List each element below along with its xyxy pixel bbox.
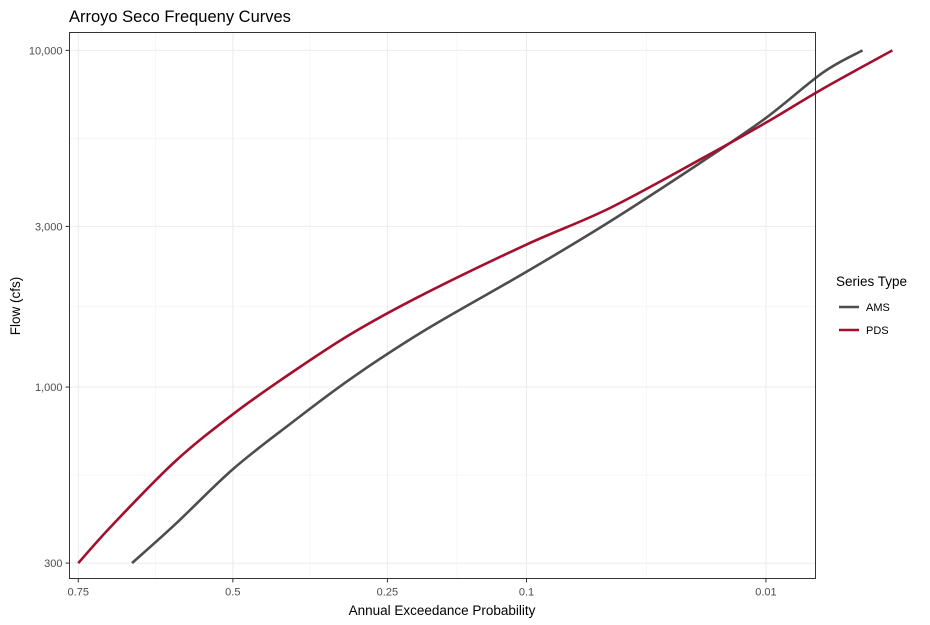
legend-title: Series Type	[836, 274, 907, 289]
y-axis-title: Flow (cfs)	[8, 277, 23, 336]
legend-label-pds: PDS	[866, 325, 889, 337]
x-tick-label: 0.1	[519, 587, 534, 599]
plot-panel	[69, 32, 816, 579]
y-tick-label: 10,000	[29, 45, 63, 57]
grid	[69, 32, 816, 579]
x-axis-title: Annual Exceedance Probability	[349, 603, 536, 618]
series-line-pds	[77, 49, 893, 564]
x-tick-label: 0.25	[377, 587, 398, 599]
legend: Series Type AMS PDS	[836, 274, 907, 337]
x-tick-label: 0.5	[225, 587, 240, 599]
legend-label-ams: AMS	[866, 302, 890, 314]
series-lines	[77, 49, 893, 565]
x-tick-label: 0.01	[755, 587, 776, 599]
chart-title: Arroyo Seco Frequeny Curves	[69, 8, 291, 26]
y-tick-label: 300	[44, 558, 62, 570]
y-tick-label: 1,000	[35, 382, 63, 394]
series-line-ams	[131, 49, 864, 565]
y-tick-label: 3,000	[35, 221, 63, 233]
axis-ticks: 0.75 0.5 0.25 0.1 0.01 300 1,000 3,000 10,000	[29, 45, 777, 598]
x-tick-label: 0.75	[68, 587, 89, 599]
